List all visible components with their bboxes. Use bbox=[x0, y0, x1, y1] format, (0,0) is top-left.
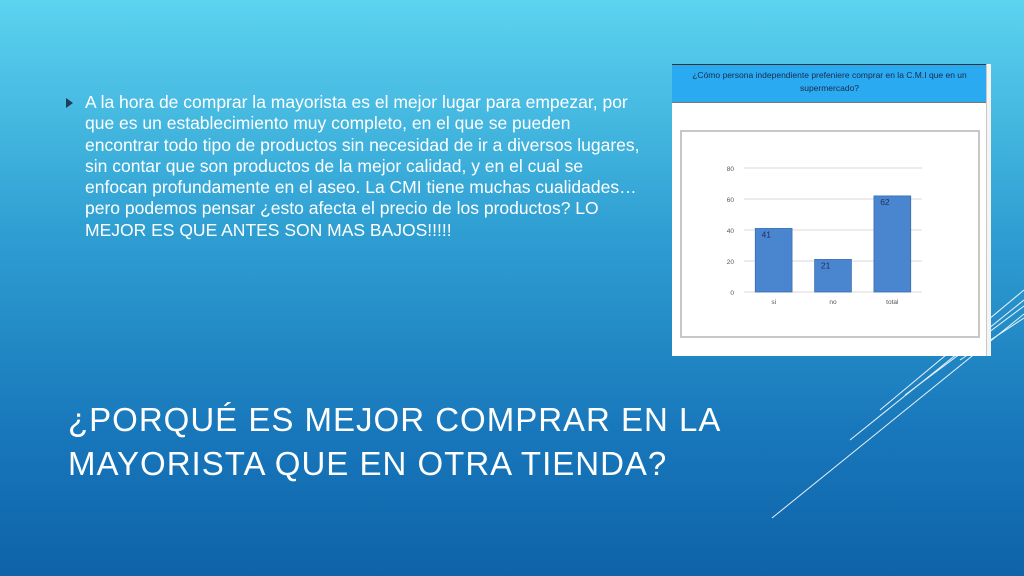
chart-image: ¿Cómo persona independiente prefeniere c… bbox=[672, 64, 991, 356]
chart-frame: 0 20 40 60 80 41 si 21 no 62 total bbox=[680, 130, 980, 338]
spreadsheet-column-edge bbox=[986, 64, 991, 356]
y-tick-label: 60 bbox=[727, 197, 735, 204]
x-tick-label: si bbox=[771, 299, 776, 306]
bullet-arrow-icon bbox=[66, 98, 73, 108]
data-label: 41 bbox=[762, 229, 772, 239]
y-tick-label: 0 bbox=[730, 290, 734, 297]
y-tick-label: 20 bbox=[727, 259, 735, 266]
y-tick-label: 40 bbox=[727, 228, 735, 235]
bullet-text: A la hora de comprar la mayorista es el … bbox=[85, 92, 640, 240]
bar-total bbox=[873, 195, 912, 293]
bar-no bbox=[814, 259, 852, 293]
y-tick-label: 80 bbox=[727, 166, 735, 173]
slide-title: ¿PORQUÉ ES MEJOR COMPRAR EN LA MAYORISTA… bbox=[68, 401, 720, 482]
x-tick-label: no bbox=[829, 299, 837, 306]
data-label: 21 bbox=[821, 260, 831, 270]
data-label: 62 bbox=[880, 197, 890, 207]
bullet-item: A la hora de comprar la mayorista es el … bbox=[66, 92, 646, 241]
bar-si bbox=[754, 228, 793, 293]
chart-header: ¿Cómo persona independiente prefeniere c… bbox=[672, 64, 987, 103]
x-tick-label: total bbox=[886, 299, 899, 306]
chart-header-text: ¿Cómo persona independiente prefeniere c… bbox=[692, 70, 967, 93]
bar-chart: 0 20 40 60 80 41 si 21 no 62 total bbox=[727, 166, 922, 306]
